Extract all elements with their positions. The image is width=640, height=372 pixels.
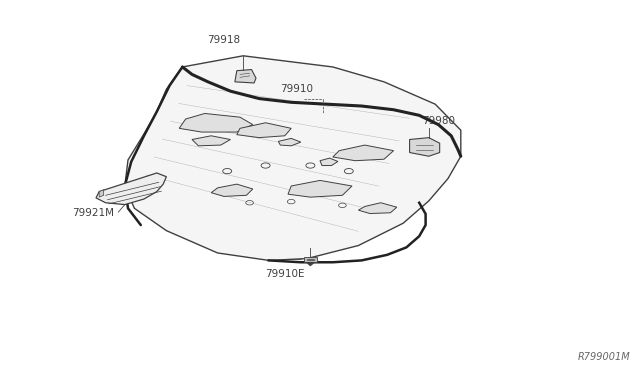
Polygon shape xyxy=(304,257,317,262)
Text: 79918: 79918 xyxy=(207,35,241,45)
Text: 79910E: 79910E xyxy=(266,269,305,279)
Text: 79910: 79910 xyxy=(280,84,314,94)
Polygon shape xyxy=(358,203,397,214)
Polygon shape xyxy=(192,136,230,146)
Polygon shape xyxy=(237,123,291,138)
Polygon shape xyxy=(410,138,440,156)
Polygon shape xyxy=(99,190,104,197)
Polygon shape xyxy=(306,262,315,266)
Polygon shape xyxy=(288,180,352,197)
Text: R799001M: R799001M xyxy=(578,352,630,362)
Text: 79921M: 79921M xyxy=(72,208,114,218)
Polygon shape xyxy=(235,70,256,83)
Polygon shape xyxy=(333,145,394,161)
Polygon shape xyxy=(179,113,253,132)
Polygon shape xyxy=(96,173,166,205)
Polygon shape xyxy=(320,158,338,166)
Polygon shape xyxy=(211,184,253,196)
Polygon shape xyxy=(278,138,301,146)
Polygon shape xyxy=(125,56,461,260)
Text: 79980: 79980 xyxy=(422,116,455,126)
